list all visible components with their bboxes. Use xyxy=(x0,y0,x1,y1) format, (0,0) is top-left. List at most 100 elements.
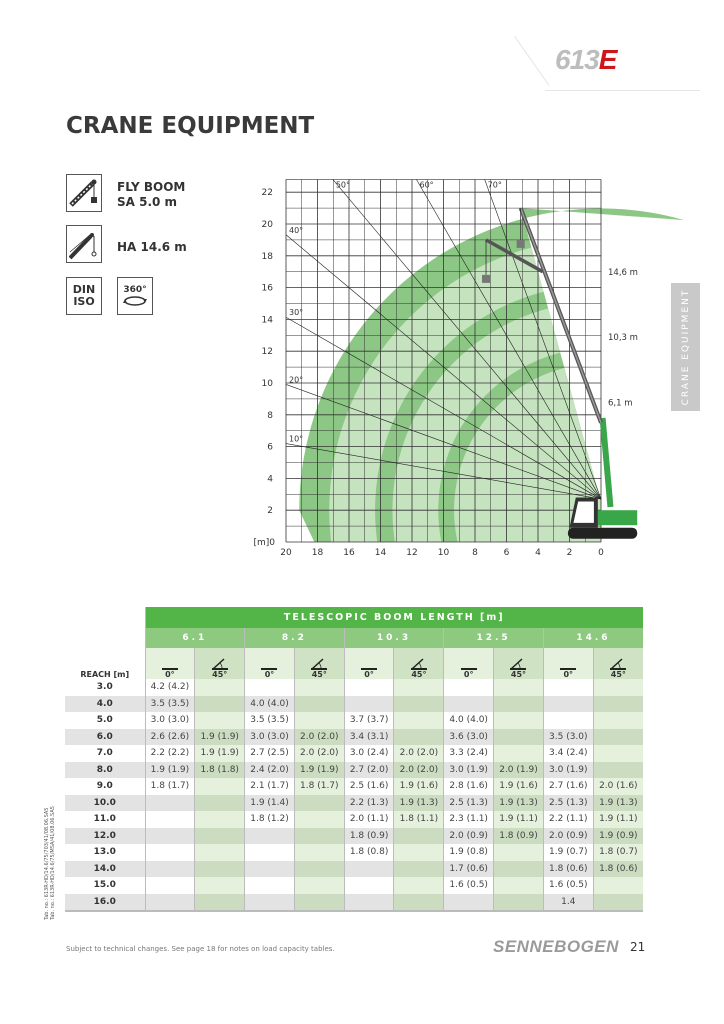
capacity-cell xyxy=(293,844,345,861)
capacity-cell: 1.4 xyxy=(542,893,594,912)
capacity-cell xyxy=(194,778,245,795)
angle-0-icon xyxy=(460,668,477,670)
capacity-cell: 1.9 (1.6) xyxy=(493,778,544,795)
capacity-cell xyxy=(244,827,295,844)
capacity-cell xyxy=(443,893,494,912)
table-row: 13.0 1.8 (0.8) 1.9 (0.8) 1.9 (0.7) 1.8 (0.7) xyxy=(65,844,643,861)
capacity-cell xyxy=(144,811,195,828)
capacity-cell xyxy=(493,893,544,912)
capacity-cell: 3.0 (3.0) xyxy=(144,712,195,729)
reach-cell: 7.0 xyxy=(96,748,113,759)
angle-0-icon xyxy=(560,668,577,670)
capacity-cell: 1.9 (1.3) xyxy=(592,794,643,811)
boom-base-section xyxy=(599,417,614,508)
capacity-cell: 2.7 (2.0) xyxy=(343,761,394,778)
capacity-cell: 1.6 (0.5) xyxy=(542,877,594,894)
capacity-cell: 2.5 (1.3) xyxy=(542,794,594,811)
y-tick-label: 14 xyxy=(262,315,274,325)
capacity-cell: 1.8 (1.7) xyxy=(293,778,345,795)
reach-header: REACH [m] xyxy=(65,648,145,679)
table-row: 14.0 1.7 (0.6) 1.8 (0.6) 1.8 (0.6) xyxy=(65,860,643,877)
page-title: CRANE EQUIPMENT xyxy=(66,113,315,139)
model-logo-suffix: E xyxy=(598,44,618,75)
capacity-cell xyxy=(293,794,345,811)
capacity-cell: 3.4 (3.1) xyxy=(343,728,394,745)
rotate-arrows-icon xyxy=(123,296,147,306)
capacity-cell: 2.5 (1.6) xyxy=(343,778,394,795)
angle-line xyxy=(285,384,602,500)
capacity-cell xyxy=(194,794,245,811)
capacity-cell: 4.2 (4.2) xyxy=(144,679,195,696)
load-capacity-table: TELESCOPIC BOOM LENGTH [m] 6.1 8.2 10.3 12.… xyxy=(65,607,643,912)
boom-length-label: 6,1 m xyxy=(608,398,633,408)
reach-cell: 15.0 xyxy=(93,880,116,891)
angle-45-header: 45° xyxy=(393,648,444,679)
capacity-cell xyxy=(493,712,544,729)
boom-length-header: 6.1 xyxy=(144,628,245,648)
capacity-cell xyxy=(592,893,643,912)
capacity-cell xyxy=(493,860,544,877)
angle-0-header: 0° xyxy=(443,648,494,679)
capacity-cell xyxy=(293,827,345,844)
capacity-cell: 3.5 (3.5) xyxy=(244,712,295,729)
capacity-cell: 3.5 (3.5) xyxy=(144,695,195,712)
angle-0-icon xyxy=(361,668,378,670)
capacity-cell xyxy=(144,794,195,811)
table-row: 4.0 3.5 (3.5) 4.0 (4.0) xyxy=(65,695,643,712)
capacity-cell: 1.9 (1.9) xyxy=(293,761,345,778)
capacity-cell: 1.8 (0.8) xyxy=(343,844,394,861)
capacity-cell: 2.0 (0.9) xyxy=(542,827,594,844)
angle-label: 45° xyxy=(610,670,626,679)
angle-label: 0° xyxy=(463,670,474,679)
angle-0-header: 0° xyxy=(542,648,594,679)
din-iso-badge: DIN ISO xyxy=(66,277,102,315)
table-row: 15.0 1.6 (0.5) 1.6 (0.5) xyxy=(65,877,643,894)
angle-label: 45° xyxy=(212,670,228,679)
capacity-cell xyxy=(144,893,195,912)
hook-boom-label: HA 14.6 m xyxy=(117,240,187,254)
table-row: 12.0 1.8 (0.9) 2.0 (0.9) 1.8 (0.9) 2.0 (0.9)… xyxy=(65,827,643,844)
capacity-cell: 3.3 (2.4) xyxy=(443,745,494,762)
fly-boom-icon xyxy=(66,174,102,212)
capacity-cell: 1.8 (0.9) xyxy=(493,827,544,844)
reach-cell: 13.0 xyxy=(93,847,116,858)
table-row: 10.0 1.9 (1.4) 2.2 (1.3) 1.9 (1.3) 2.5 (1.3)… xyxy=(65,794,643,811)
capacity-cell xyxy=(592,695,643,712)
x-tick-label: 12 xyxy=(406,548,417,558)
capacity-cell xyxy=(493,679,544,696)
angle-45-header: 45° xyxy=(493,648,544,679)
fly-boom-length: SA 5.0 m xyxy=(117,195,178,209)
table-number: Tab. no.: 613R-HD/14.6/75/MSA/41/08.06.S… xyxy=(50,806,56,920)
capacity-cell: 1.8 (0.9) xyxy=(343,827,394,844)
table-row: 7.0 2.2 (2.2) 1.9 (1.9) 2.7 (2.5) 2.0 (2.0) 3… xyxy=(65,745,643,762)
reach-cell: 10.0 xyxy=(65,794,145,811)
capacity-cell xyxy=(493,877,544,894)
capacity-cell xyxy=(144,860,195,877)
reach-cell: 3.0 xyxy=(96,682,113,693)
capacity-cell: 1.9 (1.9) xyxy=(144,761,195,778)
x-tick-label: 4 xyxy=(535,548,541,558)
capacity-cell xyxy=(592,745,643,762)
x-tick-label: 6 xyxy=(504,548,510,558)
capacity-cell: 1.7 (0.6) xyxy=(443,860,494,877)
capacity-cell xyxy=(293,877,345,894)
capacity-cell xyxy=(393,844,444,861)
load-radius-diagram: 10°20°30°40°50° 60° 70°20 18 16 14 12 10 8 6 4 2 022… xyxy=(253,179,685,558)
capacity-cell xyxy=(194,695,245,712)
capacity-cell xyxy=(493,695,544,712)
telescopic-boom-highlight xyxy=(519,207,602,424)
capacity-cell: 2.0 (1.6) xyxy=(592,778,643,795)
capacity-cell xyxy=(542,679,594,696)
capacity-cell: 2.2 (2.2) xyxy=(144,745,195,762)
reach-cell: 12.0 xyxy=(65,827,145,844)
capacity-cell: 3.7 (3.7) xyxy=(343,712,394,729)
angle-0-header: 0° xyxy=(244,648,295,679)
reach-cell: 16.0 xyxy=(65,893,145,912)
reach-cell: 14.0 xyxy=(65,860,145,877)
boom-length-header: 12.5 xyxy=(443,628,544,648)
capacity-cell xyxy=(393,877,444,894)
angle-label: 20° xyxy=(289,375,303,384)
angle-45-icon xyxy=(610,658,627,670)
hook-block xyxy=(516,239,525,248)
capacity-cell xyxy=(542,695,594,712)
